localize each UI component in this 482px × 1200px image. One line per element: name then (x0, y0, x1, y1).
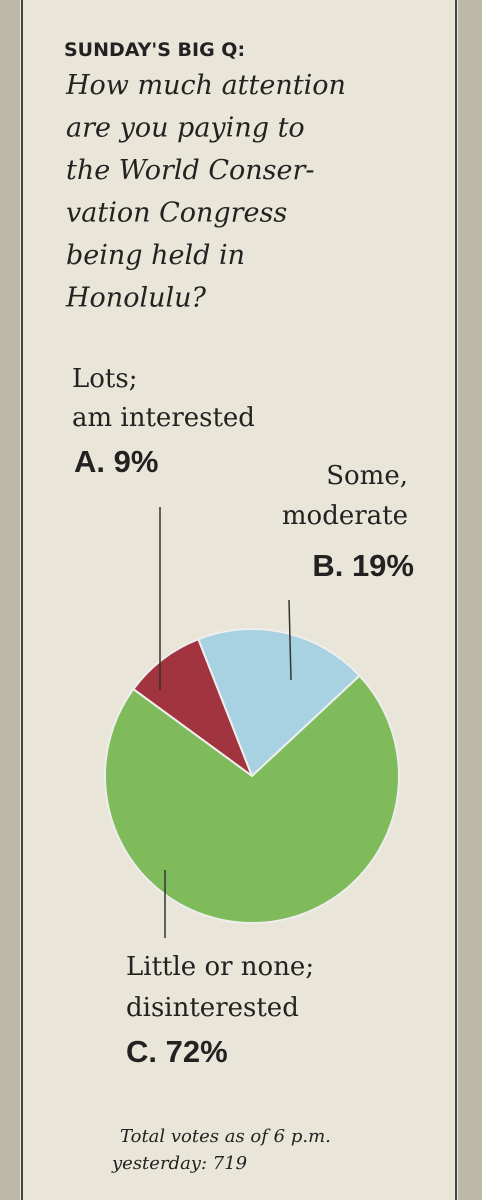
chart-title: SUNDAY'S BIG Q: (64, 39, 245, 61)
slice-label: am interested (72, 403, 255, 433)
subtitle-line: being held in (66, 240, 245, 271)
note-line: Total votes as of 6 p.m. (120, 1126, 331, 1147)
value-label: C. 72% (126, 1034, 228, 1069)
leader-line (288, 599, 292, 681)
slice-label: Little or none; (126, 952, 314, 982)
slice-label: moderate (282, 501, 408, 531)
subtitle-line: the World Conser- (66, 155, 315, 186)
value-label: A. 9% (74, 444, 158, 479)
pie-slice (131, 637, 255, 779)
pie-slice (104, 674, 400, 924)
slice-label: disinterested (126, 993, 299, 1023)
subtitle-line: Honolulu? (65, 283, 206, 314)
note-line: yesterday: 719 (111, 1153, 247, 1174)
right-border (458, 0, 482, 1200)
subtitle-line: are you paying to (66, 113, 305, 144)
slice-label: Lots; (72, 364, 137, 394)
subtitle-line: vation Congress (66, 198, 287, 229)
left-border (0, 0, 20, 1200)
slice-label: Some, (326, 461, 408, 491)
value-label: B. 19% (312, 548, 414, 583)
pie-slice (197, 628, 361, 778)
subtitle-line: How much attention (65, 70, 346, 101)
